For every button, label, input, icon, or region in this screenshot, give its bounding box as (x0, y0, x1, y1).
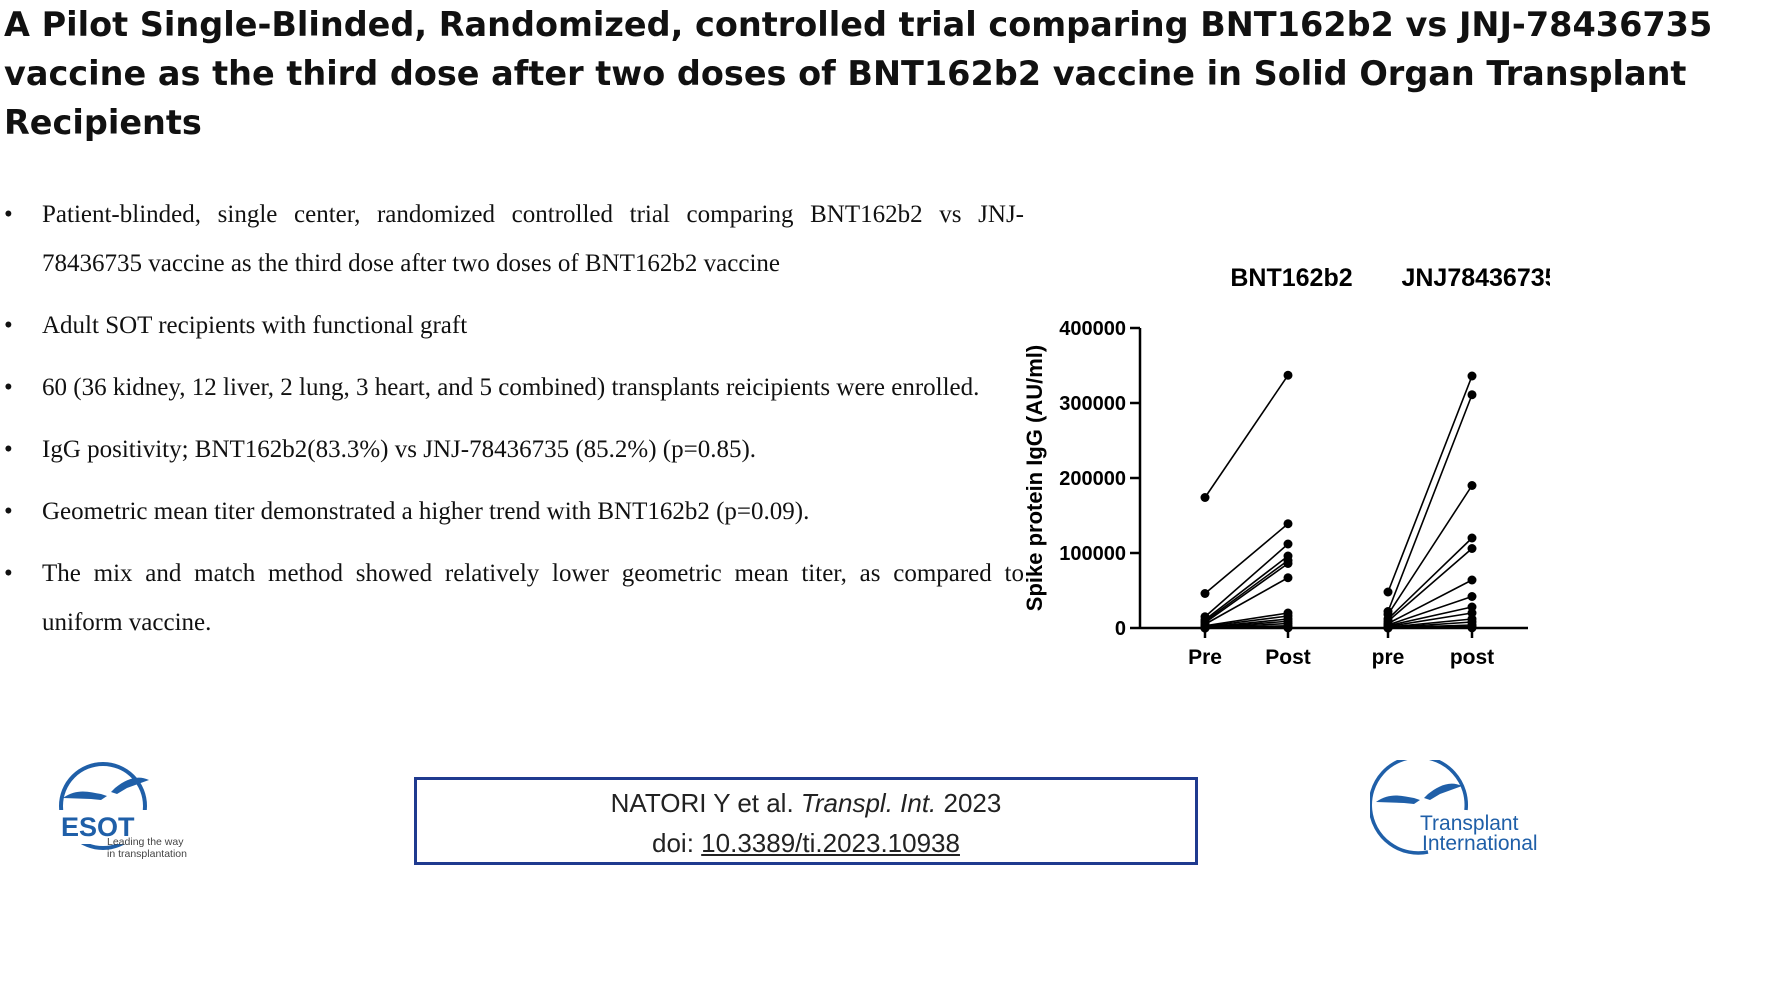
data-point-post (1283, 559, 1293, 568)
paired-line (1204, 562, 1289, 624)
paired-line (1204, 612, 1289, 627)
paired-line (1204, 559, 1289, 622)
bullet-icon: • (4, 374, 13, 401)
ti-logo-line1: Transplant (1420, 812, 1519, 835)
paired-line (1387, 375, 1473, 593)
ti-hand-right-icon (1424, 783, 1462, 800)
bullet-item: • The mix and match method showed relativ… (4, 549, 1024, 647)
data-point-post (1467, 623, 1477, 633)
page-title: A Pilot Single-Blinded, Randomized, cont… (4, 5, 1713, 142)
data-point-post (1283, 539, 1293, 549)
y-tick-label: 100000 (1059, 543, 1126, 565)
x-tick-label: post (1450, 646, 1494, 669)
paired-line (1204, 615, 1289, 628)
data-point-post (1283, 370, 1293, 380)
data-point-post (1467, 533, 1477, 543)
bullet-item: • Geometric mean titer demonstrated a hig… (4, 487, 1024, 536)
esot-logo-ring-icon (59, 762, 147, 850)
esot-tagline-1: Leading the way (107, 836, 184, 848)
citation-year: 2023 (943, 788, 1002, 818)
bullet-icon: • (4, 560, 13, 587)
y-tick-label: 400000 (1059, 318, 1126, 340)
data-point-pre (1200, 589, 1210, 598)
bullet-item: • Adult SOT recipients with functional gr… (4, 301, 1024, 350)
bullet-text: 60 (36 kidney, 12 liver, 2 lung, 3 heart… (42, 374, 980, 401)
x-tick-label: Pre (1188, 646, 1222, 669)
bullet-text: Geometric mean titer demonstrated a high… (42, 498, 810, 525)
paired-line (1204, 543, 1289, 618)
paired-line (1387, 612, 1473, 628)
data-point-post (1283, 573, 1293, 583)
esot-logo: ESOT Leading the way in transplantation (59, 762, 187, 860)
paired-line (1387, 547, 1473, 622)
esot-tagline-2: in transplantation (107, 848, 187, 860)
esot-hand-left-icon (63, 791, 107, 800)
data-point-pre (1200, 623, 1210, 633)
bullet-icon: • (4, 312, 13, 339)
paired-line (1387, 618, 1473, 629)
esot-logo-name: ESOT (61, 812, 135, 842)
paired-line (1387, 606, 1473, 627)
data-point-post (1467, 575, 1477, 585)
y-tick-label: 300000 (1059, 393, 1126, 415)
y-tick-label: 0 (1115, 618, 1126, 640)
data-point-post (1283, 623, 1293, 633)
data-point-post (1467, 481, 1477, 490)
bullet-text: Patient-blinded, single center, randomiz… (42, 201, 1024, 277)
group-title-jnj78436735: JNJ78436735 (1401, 264, 1550, 292)
ti-logo-line2: International (1422, 832, 1538, 855)
bullet-text: The mix and match method showed relative… (42, 560, 1024, 636)
citation-doi-line: doi: 10.3389/ti.2023.10938 (417, 827, 1195, 859)
data-point-pre (1200, 493, 1210, 502)
bullet-icon: • (4, 436, 13, 463)
paired-line (1204, 523, 1289, 595)
bullet-item: • 60 (36 kidney, 12 liver, 2 lung, 3 hear… (4, 363, 1024, 412)
esot-logo-text-backdrop (59, 810, 147, 844)
data-point-post (1283, 519, 1293, 529)
bullet-item: • Patient-blinded, single center, randomi… (4, 190, 1024, 288)
bullet-item: • IgG positivity; BNT162b2(83.3%) vs JNJ-… (4, 425, 1024, 474)
citation-journal: Transpl. Int. (800, 788, 937, 818)
doi-link[interactable]: 10.3389/ti.2023.10938 (701, 828, 960, 858)
paired-line (1204, 577, 1289, 625)
y-tick-label: 200000 (1059, 468, 1126, 490)
group-title-bnt162b2: BNT162b2 (1230, 264, 1352, 292)
bullet-text: IgG positivity; BNT162b2(83.3%) vs JNJ-7… (42, 436, 757, 463)
citation-reference: NATORI Y et al. Transpl. Int. 2023 (417, 787, 1195, 819)
summary-bullet-list: • Patient-blinded, single center, randomi… (4, 190, 1024, 660)
paired-line (1387, 595, 1473, 626)
x-tick-label: pre (1372, 646, 1405, 669)
data-point-post (1467, 390, 1477, 400)
chart-plot-area: 0 100000 200000 300000 400000 Spike protein I… (1022, 264, 1550, 669)
data-point-post (1467, 592, 1477, 601)
data-point-post (1467, 544, 1477, 553)
bullet-text: Adult SOT recipients with functional gra… (42, 312, 468, 339)
data-point-pre (1383, 587, 1393, 597)
paired-line (1387, 579, 1473, 625)
paired-line (1387, 485, 1473, 615)
igg-paired-chart: 0 100000 200000 300000 400000 Spike protein I… (1022, 264, 1550, 669)
esot-hand-right-icon (111, 777, 149, 794)
citation-box: NATORI Y et al. Transpl. Int. 2023 doi: … (414, 777, 1198, 865)
ti-hand-left-icon (1376, 795, 1420, 804)
doi-label: doi: (652, 828, 694, 858)
paired-line (1204, 374, 1289, 498)
transplant-international-logo: Transplant International (1370, 760, 1538, 855)
x-tick-label: Post (1265, 646, 1311, 669)
ti-logo-ring-icon (1370, 760, 1469, 855)
y-axis-title: Spike protein IgG (AU/ml) (1022, 345, 1047, 611)
data-point-pre (1383, 623, 1393, 633)
paired-line (1204, 555, 1289, 621)
citation-authors: NATORI Y et al. (610, 788, 794, 818)
paired-line (1387, 394, 1473, 612)
paired-line (1387, 537, 1473, 620)
bullet-icon: • (4, 201, 13, 228)
data-point-post (1467, 371, 1477, 381)
bullet-icon: • (4, 498, 13, 525)
